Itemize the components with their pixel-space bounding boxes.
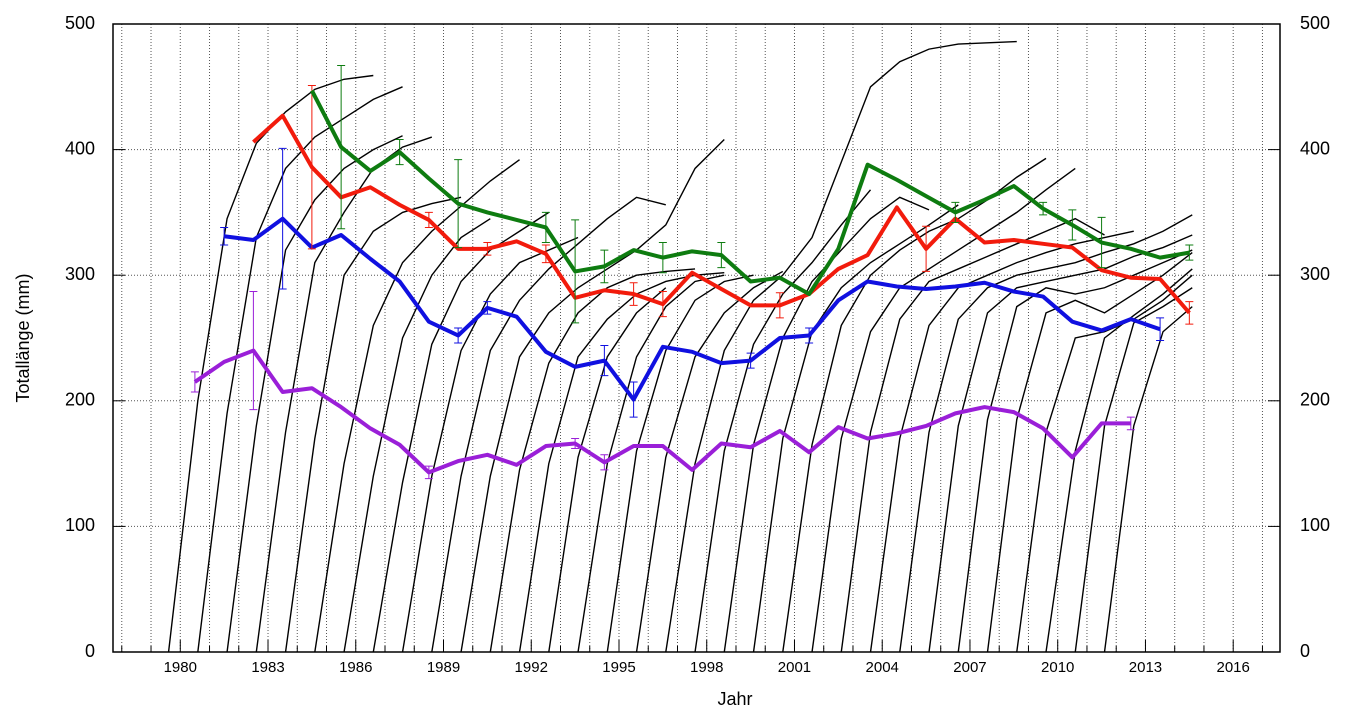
y2-tick-label: 500 [1300, 13, 1330, 33]
x-tick-label: 2010 [1041, 659, 1074, 676]
plot-frame [112, 23, 1281, 653]
growth-curve [840, 217, 1105, 653]
x-tick-label: 1995 [602, 659, 635, 676]
growth-curve [782, 157, 1047, 653]
x-tick-label: 2004 [866, 659, 899, 676]
y-tick-label: 100 [65, 515, 95, 535]
x-tick-label: 1986 [339, 659, 372, 676]
y2-tick-label: 100 [1300, 515, 1330, 535]
series-line [193, 348, 1131, 475]
y-tick-label: 0 [85, 641, 95, 661]
growth-curve [1074, 287, 1193, 653]
growth-curve [1103, 306, 1193, 653]
growth-curve [1045, 268, 1193, 653]
x-tick-label: 1989 [427, 659, 460, 676]
growth-curve [167, 74, 374, 653]
series-line [223, 216, 1161, 402]
growth-curve [1016, 274, 1193, 653]
growth-curve [314, 159, 520, 653]
y-tick-label: 200 [65, 390, 95, 410]
growth-curve [343, 218, 491, 653]
growth-curve [986, 252, 1193, 653]
series-line [310, 89, 1190, 297]
growth-curve [518, 271, 725, 653]
x-tick-label: 2016 [1217, 659, 1250, 676]
growth-curve [226, 135, 403, 653]
growth-curve [255, 136, 433, 653]
growth-curve [489, 268, 696, 653]
growth-curve [869, 230, 1134, 653]
growth-curve [694, 189, 872, 653]
growth-curve [606, 274, 754, 653]
x-tick-label: 1980 [164, 659, 197, 676]
y2-tick-label: 400 [1300, 138, 1330, 158]
series-line [252, 113, 1191, 315]
x-tick-label: 1992 [515, 659, 548, 676]
y-tick-label: 300 [65, 264, 95, 284]
growth-curve [431, 196, 666, 653]
y2-tick-label: 200 [1300, 390, 1330, 410]
y-tick-label: 500 [65, 13, 95, 33]
x-tick-label: 2007 [953, 659, 986, 676]
x-tick-label: 1998 [690, 659, 723, 676]
growth-curve [577, 274, 725, 653]
growth-curve [635, 270, 784, 653]
y2-tick-label: 300 [1300, 264, 1330, 284]
growth-curve [899, 214, 1193, 653]
x-tick-label: 2013 [1129, 659, 1162, 676]
y-axis-label: Totallänge (mm) [13, 273, 33, 402]
y2-tick-label: 0 [1300, 641, 1310, 661]
x-tick-label: 1983 [251, 659, 284, 676]
growth-curve [665, 40, 1017, 653]
growth-curve [401, 236, 579, 653]
growth-curve [284, 196, 462, 653]
growth-curve [928, 234, 1193, 653]
x-tick-label: 2001 [778, 659, 811, 676]
growth-curve [460, 139, 725, 653]
growth-curve [372, 211, 550, 653]
growth-curve [957, 249, 1193, 653]
growth-curve [197, 86, 403, 653]
y-tick-label: 400 [65, 138, 95, 158]
x-axis-label: Jahr [717, 689, 752, 709]
growth-curve [752, 204, 959, 653]
growth-curve [548, 287, 667, 653]
